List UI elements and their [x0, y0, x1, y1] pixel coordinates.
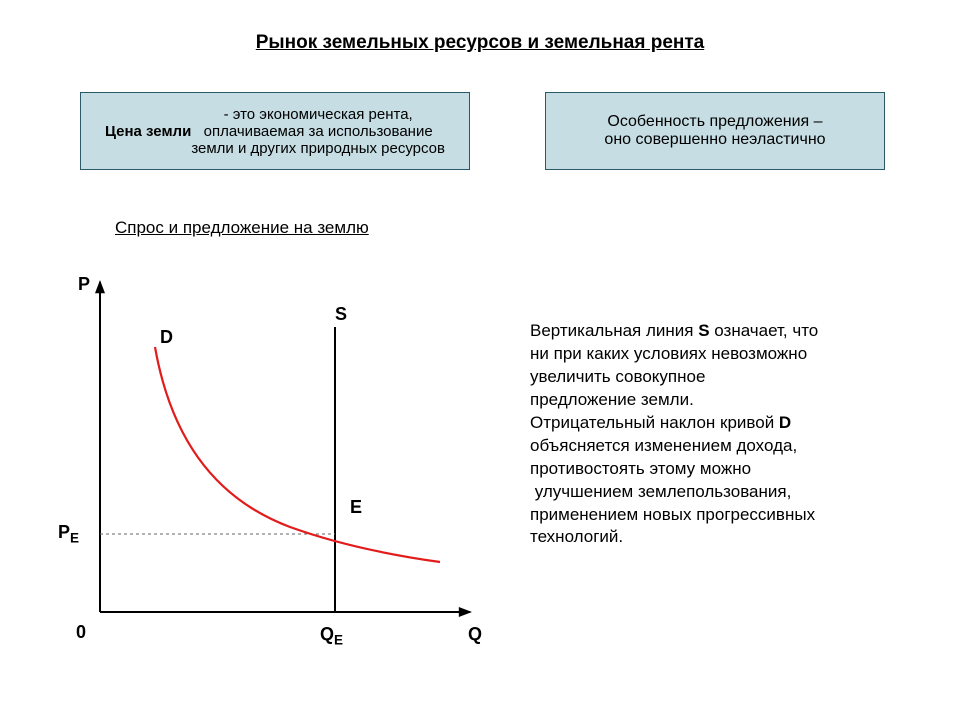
page-title: Рынок земельных ресурсов и земельная рен…	[0, 32, 960, 54]
info-box-right: Особенность предложения –оно совершенно …	[545, 92, 885, 170]
supply-demand-chart: PDSEPE0QEQ	[60, 272, 480, 632]
chart-svg	[60, 272, 480, 632]
chart-label-zero: 0	[76, 622, 86, 643]
chart-label-p: P	[78, 274, 90, 295]
explanation-text: Вертикальная линия S означает, чтони при…	[530, 320, 930, 549]
chart-label-d: D	[160, 327, 173, 348]
chart-subtitle: Спрос и предложение на землю	[115, 218, 369, 238]
chart-label-qe: QE	[320, 624, 343, 648]
chart-label-e: E	[350, 497, 362, 518]
info-box-left: Цена земли - это экономическая рента,опл…	[80, 92, 470, 170]
chart-label-pe: PE	[58, 522, 79, 546]
chart-label-s: S	[335, 304, 347, 325]
chart-label-q: Q	[468, 624, 482, 645]
